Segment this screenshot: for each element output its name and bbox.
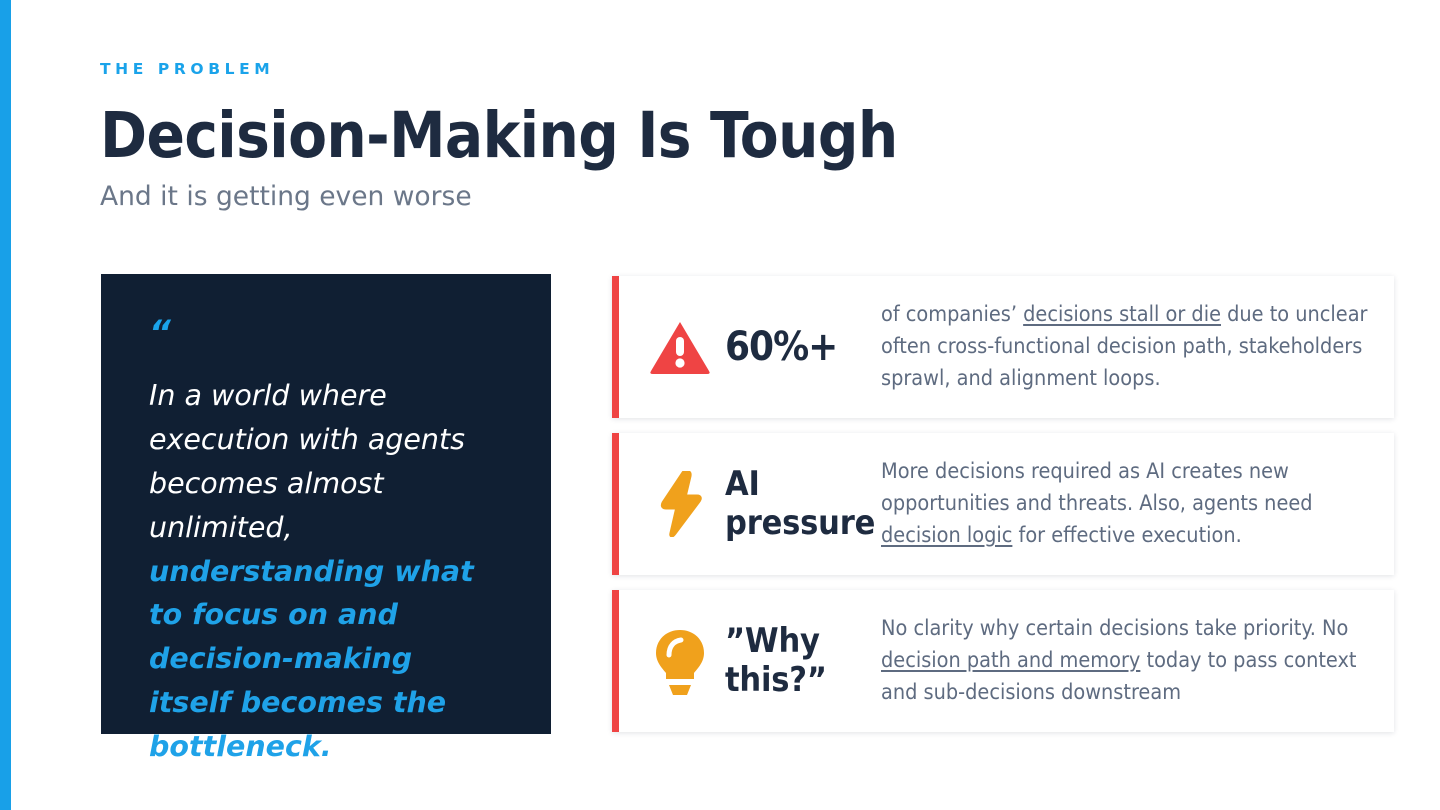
quote-mark-icon: “ xyxy=(149,313,171,353)
quote-panel: “ In a world where execution with agents… xyxy=(101,274,551,763)
description-text: No clarity why certain decisions take pr… xyxy=(881,616,1349,642)
description-text: for effective execution. xyxy=(1012,522,1242,548)
description-text: of companies’ xyxy=(881,302,1024,328)
problem-card-list: 60%+ of companies’ decisions stall or die… xyxy=(612,276,1394,732)
quote-lead-text: In a world where execution with agents b… xyxy=(149,379,466,544)
card-description: No clarity why certain decisions take pr… xyxy=(881,613,1374,708)
card-description: of companies’ decisions stall or die due… xyxy=(881,299,1374,394)
page-title: Decision-Making Is Tough xyxy=(100,98,898,172)
slide-header: THE PROBLEM Decision-Making Is Tough And… xyxy=(100,60,1360,213)
lightning-bolt-icon xyxy=(649,471,711,537)
card-description: More decisions required as AI creates ne… xyxy=(881,456,1374,551)
highlighted-term[interactable]: decisions stall or die xyxy=(1023,302,1221,328)
warning-triangle-icon xyxy=(649,319,711,375)
problem-card[interactable]: ”Why this?” No clarity why certain decisi… xyxy=(612,590,1394,732)
card-label: 60%+ xyxy=(725,324,838,370)
description-text: More decisions required as AI creates ne… xyxy=(881,459,1313,517)
highlighted-term[interactable]: decision logic xyxy=(881,522,1013,548)
page-subtitle: And it is getting even worse xyxy=(100,181,472,213)
highlighted-term[interactable]: decision path and memory xyxy=(881,648,1141,674)
card-headline-group: AI pressure xyxy=(641,463,881,543)
problem-card[interactable]: AI pressure More decisions required as AI… xyxy=(612,433,1394,575)
problem-card[interactable]: 60%+ of companies’ decisions stall or die… xyxy=(612,276,1394,418)
card-headline-group: 60%+ xyxy=(641,319,881,375)
card-headline-group: ”Why this?” xyxy=(641,620,881,700)
eyebrow-label: THE PROBLEM xyxy=(100,60,275,78)
lightbulb-icon xyxy=(649,627,711,695)
card-label: ”Why this?” xyxy=(725,620,827,700)
quote-emphasis-text: understanding what to focus on and decis… xyxy=(149,554,474,764)
quote-text: In a world where execution with agents b… xyxy=(149,374,503,769)
left-edge-accent-bar xyxy=(0,0,11,810)
card-label: AI pressure xyxy=(725,463,876,543)
description-text: today to pass context and sub-decisions … xyxy=(881,648,1357,705)
description-text: due to unclear often cross-functional de… xyxy=(881,302,1368,391)
